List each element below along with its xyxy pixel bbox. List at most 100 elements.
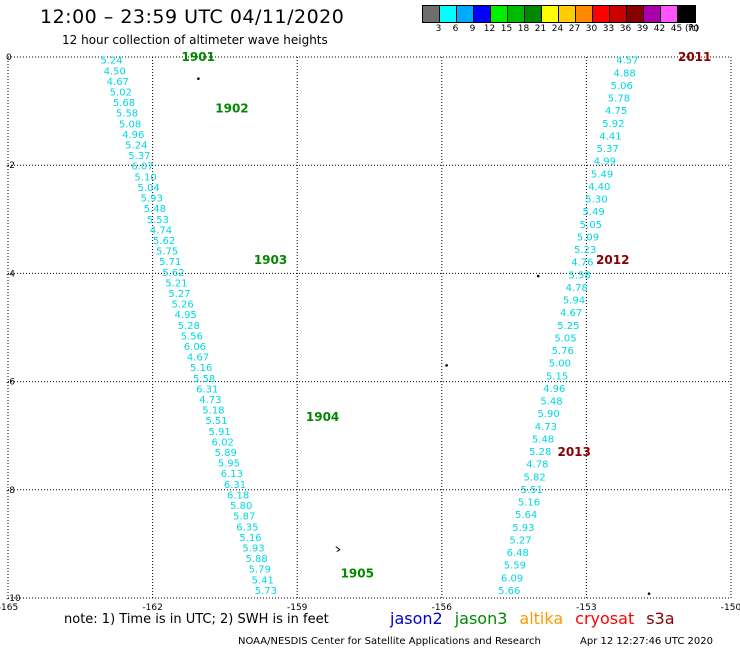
wave-height-value: 5.41 — [252, 575, 274, 586]
wave-height-value: 5.24 — [100, 56, 122, 67]
legend-label: 39 — [636, 24, 649, 34]
legend-label: 70 — [687, 24, 700, 34]
wave-height-value: 5.58 — [193, 374, 215, 385]
wave-height-value: 4.99 — [594, 157, 616, 168]
legend-swatch — [542, 6, 559, 22]
legend-label: 45 — [670, 24, 683, 34]
x-tick-label: -153 — [576, 603, 596, 610]
legend-swatch — [627, 6, 644, 22]
wave-height-value: 4.67 — [187, 353, 209, 364]
wave-height-value: 5.16 — [190, 363, 212, 374]
wave-height-value: 4.78 — [566, 283, 588, 294]
map-plot: -165 -162 -159 -156 -153 -150 0 -2 -4 -6 -8 -10 5.24… — [0, 50, 740, 610]
y-tick-label: 0 — [6, 53, 12, 63]
wave-height-value: 6.13 — [221, 469, 243, 480]
wave-height-value: 5.00 — [549, 359, 571, 370]
legend-swatch — [644, 6, 661, 22]
legend-swatch — [423, 6, 440, 22]
pass-time-label: 1902 — [215, 101, 248, 115]
wave-height-value: 5.89 — [215, 448, 237, 459]
footer-note: note: 1) Time is in UTC; 2) SWH is in fe… — [64, 612, 329, 627]
wave-height-value: 5.10 — [134, 172, 156, 183]
satellite-s3a: s3a — [646, 609, 675, 628]
wave-height-value: 4.41 — [599, 131, 621, 142]
island-mark — [647, 592, 651, 595]
y-tick-label: -2 — [6, 161, 15, 171]
wave-height-value: 6.31 — [224, 480, 246, 491]
wave-height-value: 5.78 — [608, 94, 630, 105]
satellite-legend: jason2 jason3 altika cryosat s3a — [390, 609, 687, 628]
wave-height-value: 5.92 — [602, 119, 624, 130]
island-mark — [197, 77, 200, 80]
satellite-jason3: jason3 — [454, 609, 508, 628]
wave-height-value: 5.90 — [538, 409, 560, 420]
wave-height-value: 5.48 — [144, 204, 166, 215]
wave-height-value: 5.51 — [205, 416, 227, 427]
wave-height-value: 5.26 — [171, 300, 193, 311]
wave-height-value: 5.93 — [242, 543, 264, 554]
wave-height-value: 5.73 — [255, 586, 277, 597]
wave-height-value: 5.49 — [591, 169, 613, 180]
wave-height-value: 4.57 — [616, 56, 638, 67]
legend-label: 33 — [602, 24, 615, 34]
wave-height-value: 6.35 — [236, 522, 258, 533]
wave-height-value: 6.07 — [131, 162, 153, 173]
wave-height-value: 5.93 — [141, 194, 163, 205]
wave-height-value: 4.78 — [526, 460, 548, 471]
legend-swatch — [576, 6, 593, 22]
pass-time-label: 1904 — [306, 410, 339, 424]
wave-height-value: 5.48 — [532, 434, 554, 445]
wave-height-value: 4.96 — [122, 130, 144, 141]
pass-time-label: 1905 — [341, 567, 374, 581]
pass-time-label: 2013 — [557, 445, 590, 459]
wave-height-value: 6.09 — [501, 573, 523, 584]
wave-height-value: 4.76 — [571, 258, 593, 269]
pass-time-label: 2011 — [678, 50, 711, 64]
legend-swatch — [440, 6, 457, 22]
wave-height-value: 4.40 — [588, 182, 610, 193]
x-tick-label: -159 — [287, 603, 308, 610]
legend-label: 9 — [469, 24, 476, 34]
wave-height-value: 5.05 — [580, 220, 602, 231]
wave-height-value: 6.18 — [227, 490, 249, 501]
wave-height-value: 5.16 — [518, 498, 540, 509]
wave-height-value: 5.30 — [585, 195, 607, 206]
y-tick-label: -6 — [6, 378, 15, 388]
wave-height-value: 5.62 — [162, 268, 184, 279]
legend-swatch — [525, 6, 542, 22]
legend-unit: (ft) — [685, 24, 699, 34]
wave-height-value: 5.79 — [249, 565, 271, 576]
wave-height-value: 4.73 — [535, 422, 557, 433]
legend-swatch — [678, 6, 695, 22]
satellite-jason2: jason2 — [390, 609, 443, 628]
legend-label: 12 — [483, 24, 496, 34]
pass-time-label: 2012 — [596, 253, 629, 267]
wave-height-value: 5.48 — [540, 397, 562, 408]
wave-height-value: 5.37 — [597, 144, 619, 155]
wave-height-value: 5.75 — [156, 247, 178, 258]
wave-height-value: 6.06 — [184, 342, 206, 353]
y-tick-label: -4 — [6, 269, 15, 279]
legend-swatch — [559, 6, 576, 22]
y-tick-label: -10 — [6, 594, 21, 604]
wave-height-value: 5.58 — [568, 270, 590, 281]
legend-swatches — [422, 5, 696, 23]
wave-height-value: 5.59 — [504, 561, 526, 572]
wave-height-value: 6.31 — [196, 384, 218, 395]
wave-height-value: 5.58 — [116, 109, 138, 120]
x-tick-label: -162 — [142, 603, 162, 610]
page-subtitle: 12 hour collection of altimeter wave hei… — [62, 33, 328, 47]
wave-height-value: 5.51 — [521, 485, 543, 496]
wave-height-value: 4.88 — [613, 68, 635, 79]
wave-height-value: 4.95 — [175, 310, 197, 321]
wave-height-value: 4.73 — [199, 395, 221, 406]
wave-height-value: 4.67 — [107, 77, 129, 88]
wave-height-value: 5.24 — [125, 141, 147, 152]
wave-height-value: 5.68 — [113, 98, 135, 109]
wave-height-value: 5.06 — [611, 81, 633, 92]
wave-height-value: 5.27 — [168, 289, 190, 300]
wave-height-value: 5.02 — [110, 88, 132, 99]
x-tick-label: -165 — [0, 603, 18, 610]
legend-label: 24 — [551, 24, 564, 34]
